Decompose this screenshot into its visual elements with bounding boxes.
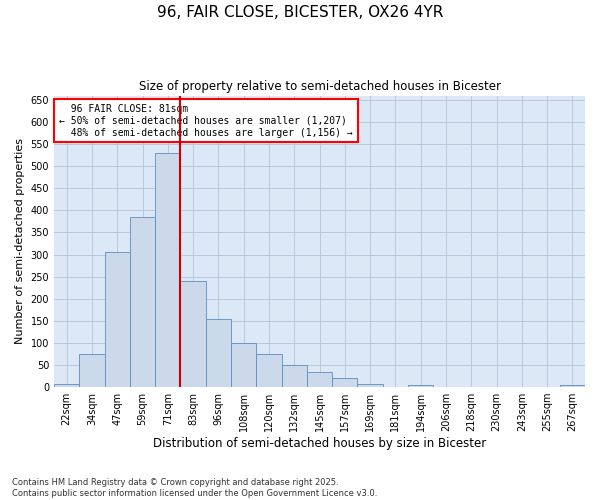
Bar	[332, 378, 358, 387]
Y-axis label: Number of semi-detached properties: Number of semi-detached properties	[15, 138, 25, 344]
Bar	[281, 365, 307, 387]
Bar	[231, 343, 256, 387]
X-axis label: Distribution of semi-detached houses by size in Bicester: Distribution of semi-detached houses by …	[153, 437, 486, 450]
Bar	[54, 384, 79, 387]
Text: Contains HM Land Registry data © Crown copyright and database right 2025.
Contai: Contains HM Land Registry data © Crown c…	[12, 478, 377, 498]
Bar	[181, 281, 206, 387]
Bar	[130, 217, 155, 387]
Bar	[256, 354, 281, 387]
Bar	[358, 384, 383, 387]
Text: 96, FAIR CLOSE, BICESTER, OX26 4YR: 96, FAIR CLOSE, BICESTER, OX26 4YR	[157, 5, 443, 20]
Bar	[104, 252, 130, 387]
Bar	[206, 318, 231, 387]
Bar	[79, 354, 104, 387]
Text: 96 FAIR CLOSE: 81sqm
← 50% of semi-detached houses are smaller (1,207)
  48% of : 96 FAIR CLOSE: 81sqm ← 50% of semi-detac…	[59, 104, 353, 138]
Bar	[560, 385, 585, 387]
Title: Size of property relative to semi-detached houses in Bicester: Size of property relative to semi-detach…	[139, 80, 500, 93]
Bar	[155, 153, 181, 387]
Bar	[408, 385, 433, 387]
Bar	[307, 372, 332, 387]
